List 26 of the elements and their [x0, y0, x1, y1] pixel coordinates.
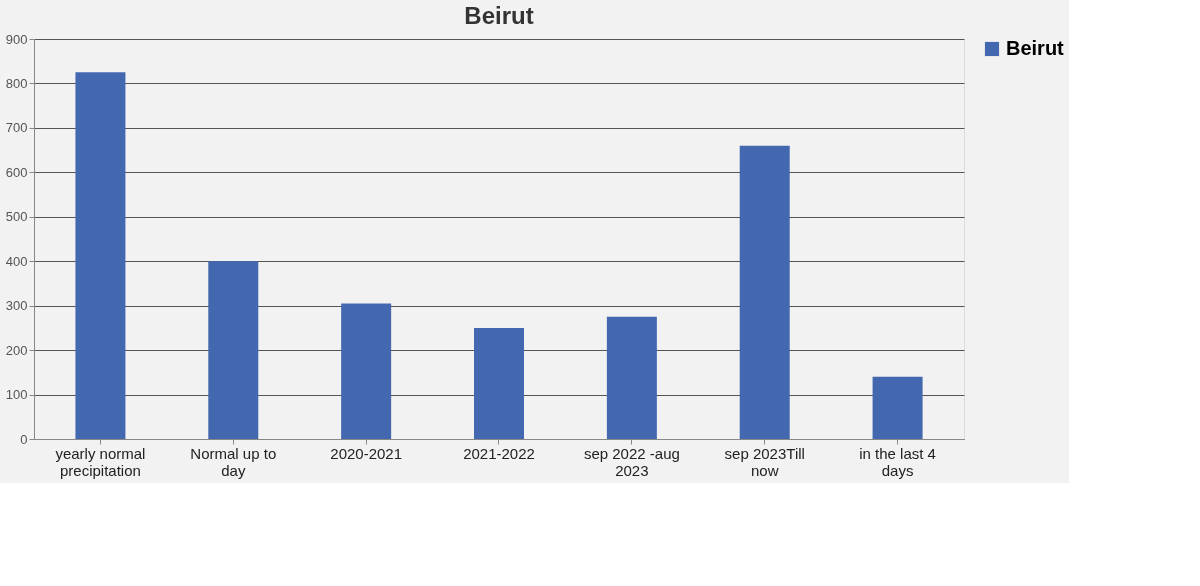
x-tick-label: sep 2023Till now	[724, 444, 805, 479]
x-tick-label: 2021-2022	[463, 444, 535, 462]
y-tick-label: 100	[5, 387, 28, 403]
chart-title: Beirut	[464, 2, 534, 29]
bar	[872, 376, 923, 439]
bar	[606, 316, 657, 439]
y-tick-label: 300	[5, 298, 28, 314]
y-tick-label: 900	[5, 31, 28, 47]
bar	[341, 303, 392, 439]
bar	[208, 261, 259, 439]
y-tick-label: 0	[20, 431, 28, 447]
bar	[739, 145, 790, 439]
legend-label: Beirut	[1006, 37, 1065, 59]
bar	[75, 72, 126, 439]
x-tick-label: in the last 4 days	[859, 444, 936, 479]
y-tick-label: 500	[5, 209, 28, 225]
x-tick-label: Normal up to day	[190, 444, 277, 479]
y-tick-label: 200	[5, 342, 28, 358]
y-tick-label: 600	[5, 164, 28, 180]
x-tick-label: 2020-2021	[330, 444, 403, 462]
x-tick-label: yearly normal precipitation	[55, 444, 146, 479]
x-tick-label: sep 2022 -aug 2023	[583, 444, 680, 479]
y-tick-label: 700	[5, 120, 28, 136]
bar	[474, 327, 524, 439]
y-tick-label: 800	[5, 75, 28, 91]
y-tick-label: 400	[5, 253, 28, 269]
